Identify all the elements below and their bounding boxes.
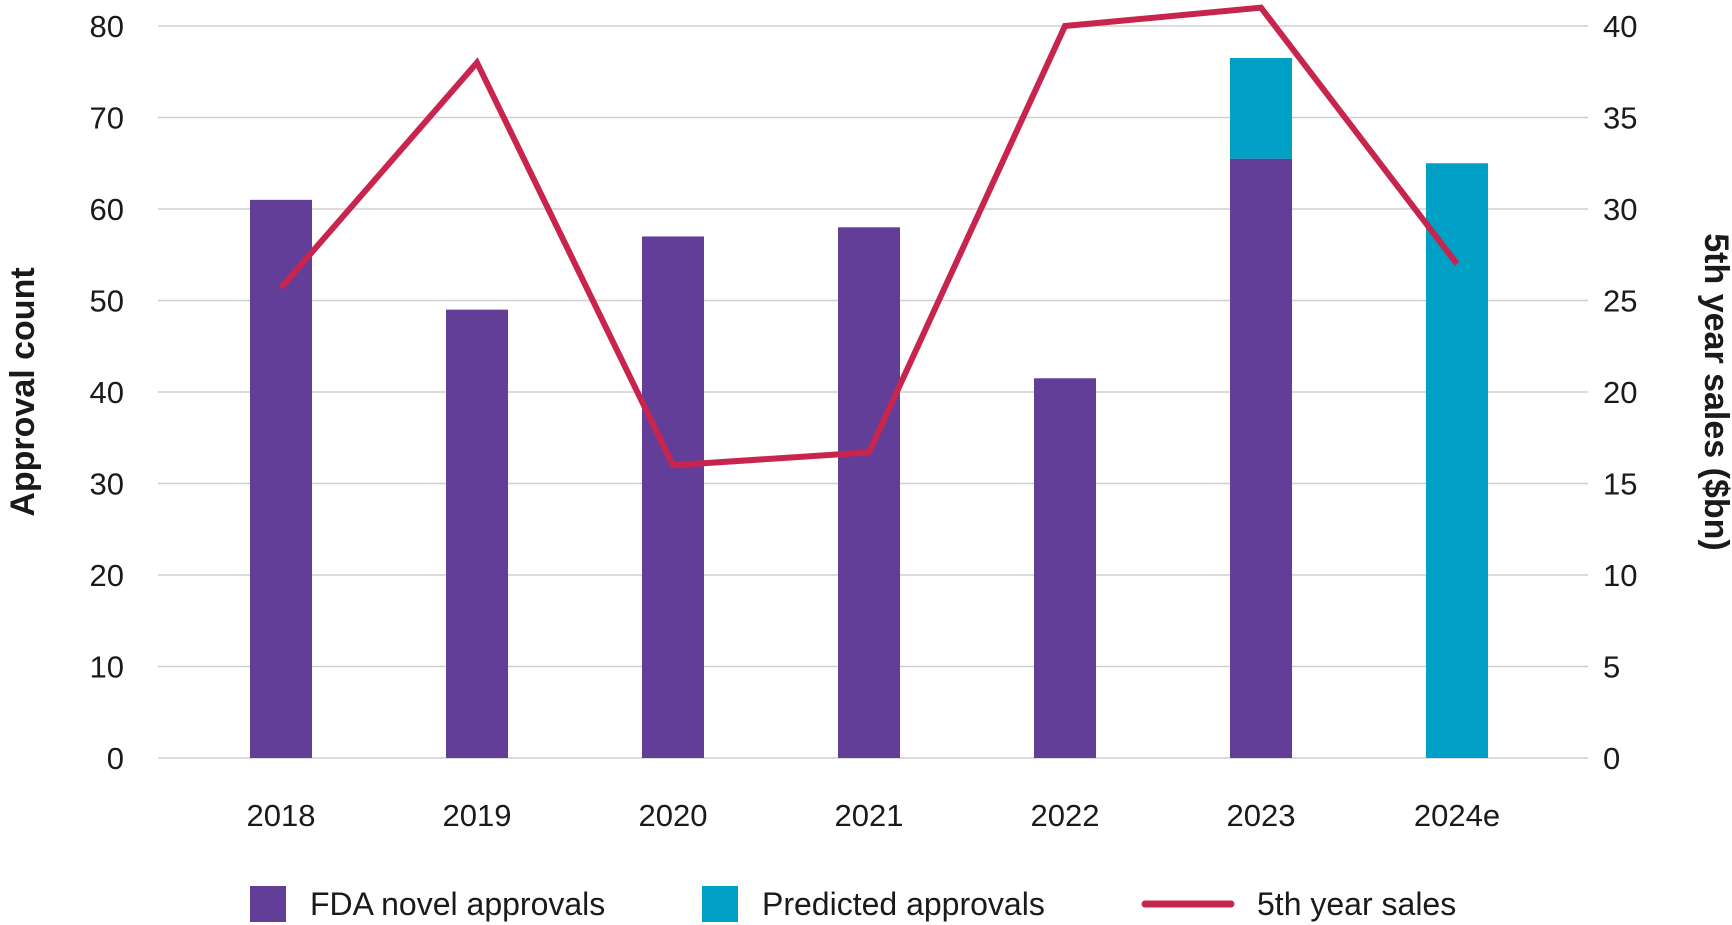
y-tick-label: 30 [90, 467, 124, 502]
y2-tick-label: 25 [1603, 284, 1637, 319]
y-tick-label: 50 [90, 284, 124, 319]
y2-tick-label: 20 [1603, 375, 1637, 410]
y2-axis-title: 5th year sales ($bn) [1697, 233, 1732, 550]
y2-tick-label: 40 [1603, 9, 1637, 44]
line-layer [278, 4, 1460, 469]
y-tick-label: 20 [90, 558, 124, 593]
x-tick-label: 2020 [639, 798, 708, 833]
y2-tick-label: 10 [1603, 558, 1637, 593]
x-tick-label: 2023 [1227, 798, 1296, 833]
bar-fda-approvals [446, 309, 508, 758]
x-tick-label: 2022 [1031, 798, 1100, 833]
y2-tick-label: 5 [1603, 650, 1620, 685]
legend: FDA novel approvals Predicted approvals 5t… [250, 886, 1456, 922]
y-tick-label: 70 [90, 101, 124, 136]
legend-label: Predicted approvals [762, 886, 1045, 922]
bar-fda-approvals [1034, 378, 1096, 758]
bar-fda-approvals [642, 236, 704, 758]
y-tick-label: 40 [90, 375, 124, 410]
x-tick-label: 2024e [1414, 798, 1500, 833]
y2-tick-label: 15 [1603, 467, 1637, 502]
bar-predicted-approvals [1426, 163, 1488, 758]
axis-layer: 0 10 20 30 40 50 60 70 80 0 5 10 15 20 25 30 35 40 2018 201… [90, 9, 1638, 833]
x-tick-label: 2018 [247, 798, 316, 833]
x-tick-label: 2021 [835, 798, 904, 833]
y-axis-title: Approval count [4, 267, 42, 516]
y-tick-label: 0 [107, 741, 124, 776]
y-tick-label: 10 [90, 650, 124, 685]
x-tick-label: 2019 [443, 798, 512, 833]
bars-layer [250, 58, 1488, 759]
legend-label: FDA novel approvals [310, 886, 605, 922]
y-tick-label: 80 [90, 9, 124, 44]
y-tick-label: 60 [90, 192, 124, 227]
bar-fda-approvals [1230, 158, 1292, 759]
legend-label: 5th year sales [1257, 886, 1456, 922]
y2-tick-label: 35 [1603, 101, 1637, 136]
bar-fda-approvals [838, 227, 900, 759]
y2-tick-label: 0 [1603, 741, 1620, 776]
legend-swatch [702, 886, 738, 922]
legend-swatch [250, 886, 286, 922]
y2-tick-label: 30 [1603, 192, 1637, 227]
bar-predicted-approvals [1230, 58, 1292, 159]
bar-fda-approvals [250, 199, 312, 759]
